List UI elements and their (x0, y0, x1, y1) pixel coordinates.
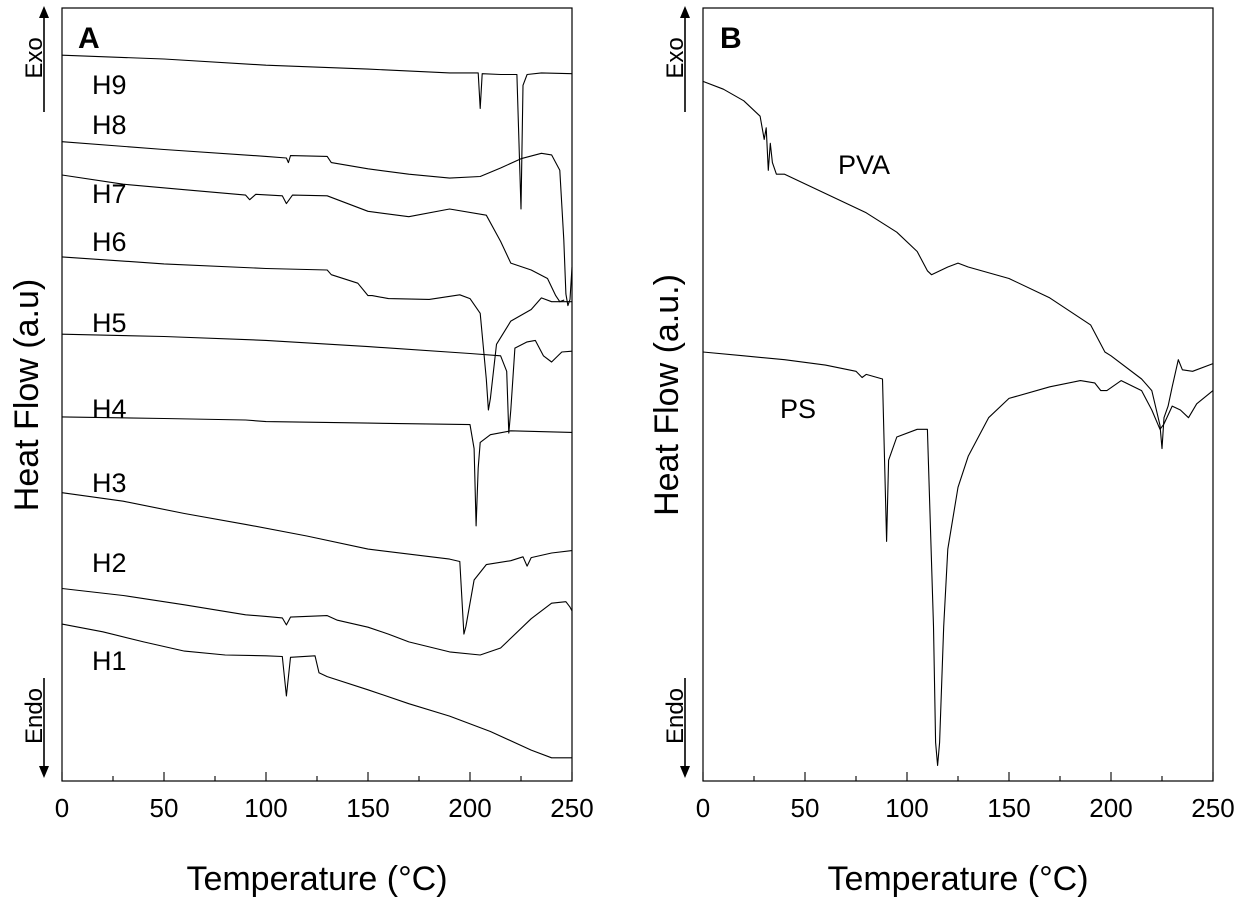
panel-a-series-label-h6: H6 (92, 227, 127, 257)
panel-a-x-tick-label: 100 (244, 793, 287, 823)
panel-a-series-label-h9: H9 (92, 70, 127, 100)
panel-a-series-label-h2: H2 (92, 548, 127, 578)
panel-a-x-tick-label: 250 (550, 793, 593, 823)
panel-a-endo-label: Endo (21, 688, 48, 744)
panel-b: B 0 50 100 150 200 250 PVA PS Temperature (°C)… (648, 6, 1235, 898)
panel-a-series-h2 (61, 587, 573, 656)
panel-a-series-label-h7: H7 (92, 179, 127, 209)
panel-a-series-label-h5: H5 (92, 308, 127, 338)
panel-b-series-label-ps: PS (780, 394, 816, 424)
panel-b-x-ticks: 0 50 100 150 200 250 (696, 772, 1235, 823)
panel-a-endo-arrowhead-icon (39, 766, 49, 778)
panel-b-exo-arrowhead-icon (680, 6, 690, 18)
panel-a-series-h8 (61, 141, 573, 307)
panel-a-series-labels: H9 H8 H7 H6 H5 H4 H3 H2 H1 (92, 70, 127, 676)
panel-b-exo-label: Exo (662, 37, 689, 78)
panel-a-x-axis-title: Temperature (°C) (186, 860, 447, 898)
panel-b-endo-label: Endo (662, 688, 689, 744)
panel-a-series-label-h4: H4 (92, 394, 127, 424)
panel-a-series-label-h3: H3 (92, 468, 127, 498)
panel-a-series-h3 (61, 492, 573, 635)
panel-a-x-ticks: 0 50 100 150 200 250 (55, 772, 594, 823)
panel-a: A 0 50 100 150 200 250 H9 H8 H7 H6 H5 H4 H3 H2 H1 Tem… (8, 6, 594, 898)
panel-b-x-tick-label: 100 (885, 793, 928, 823)
panel-b-x-tick-label: 200 (1089, 793, 1132, 823)
panel-a-series-h6 (61, 256, 573, 411)
panel-b-x-tick-label: 50 (791, 793, 820, 823)
panel-b-curves (702, 80, 1214, 767)
panel-a-series-h4 (61, 416, 573, 527)
panel-a-letter: A (78, 22, 100, 55)
panel-a-series-label-h1: H1 (92, 646, 127, 676)
panel-b-x-tick-label: 250 (1191, 793, 1234, 823)
panel-b-series-ps (702, 351, 1214, 767)
panel-a-series-label-h8: H8 (92, 110, 127, 140)
panel-a-x-tick-label: 150 (346, 793, 389, 823)
panel-b-endo-arrowhead-icon (680, 766, 690, 778)
panel-a-series-h1 (61, 623, 573, 759)
panel-a-x-tick-label: 200 (448, 793, 491, 823)
panel-a-series-h7 (61, 174, 565, 303)
panel-b-x-tick-label: 0 (696, 793, 710, 823)
panel-b-x-tick-label: 150 (987, 793, 1030, 823)
panel-b-series-label-pva: PVA (838, 150, 890, 180)
panel-b-series-pva (702, 80, 1214, 450)
panel-a-exo-arrowhead-icon (39, 6, 49, 18)
panel-a-exo-label: Exo (21, 37, 48, 78)
panel-a-y-axis-title: Heat Flow (a.u) (8, 279, 46, 511)
panel-a-series-h5 (61, 333, 573, 434)
panel-b-x-axis-title: Temperature (°C) (827, 860, 1088, 898)
panel-a-x-tick-label: 0 (55, 793, 69, 823)
panel-b-letter: B (720, 22, 742, 55)
panel-b-y-axis-title: Heat Flow (a.u.) (648, 274, 686, 516)
panel-a-curves (61, 54, 573, 759)
panel-a-x-tick-label: 50 (150, 793, 179, 823)
panel-a-series-h9 (61, 54, 573, 210)
panel-b-series-labels: PVA PS (780, 150, 890, 424)
